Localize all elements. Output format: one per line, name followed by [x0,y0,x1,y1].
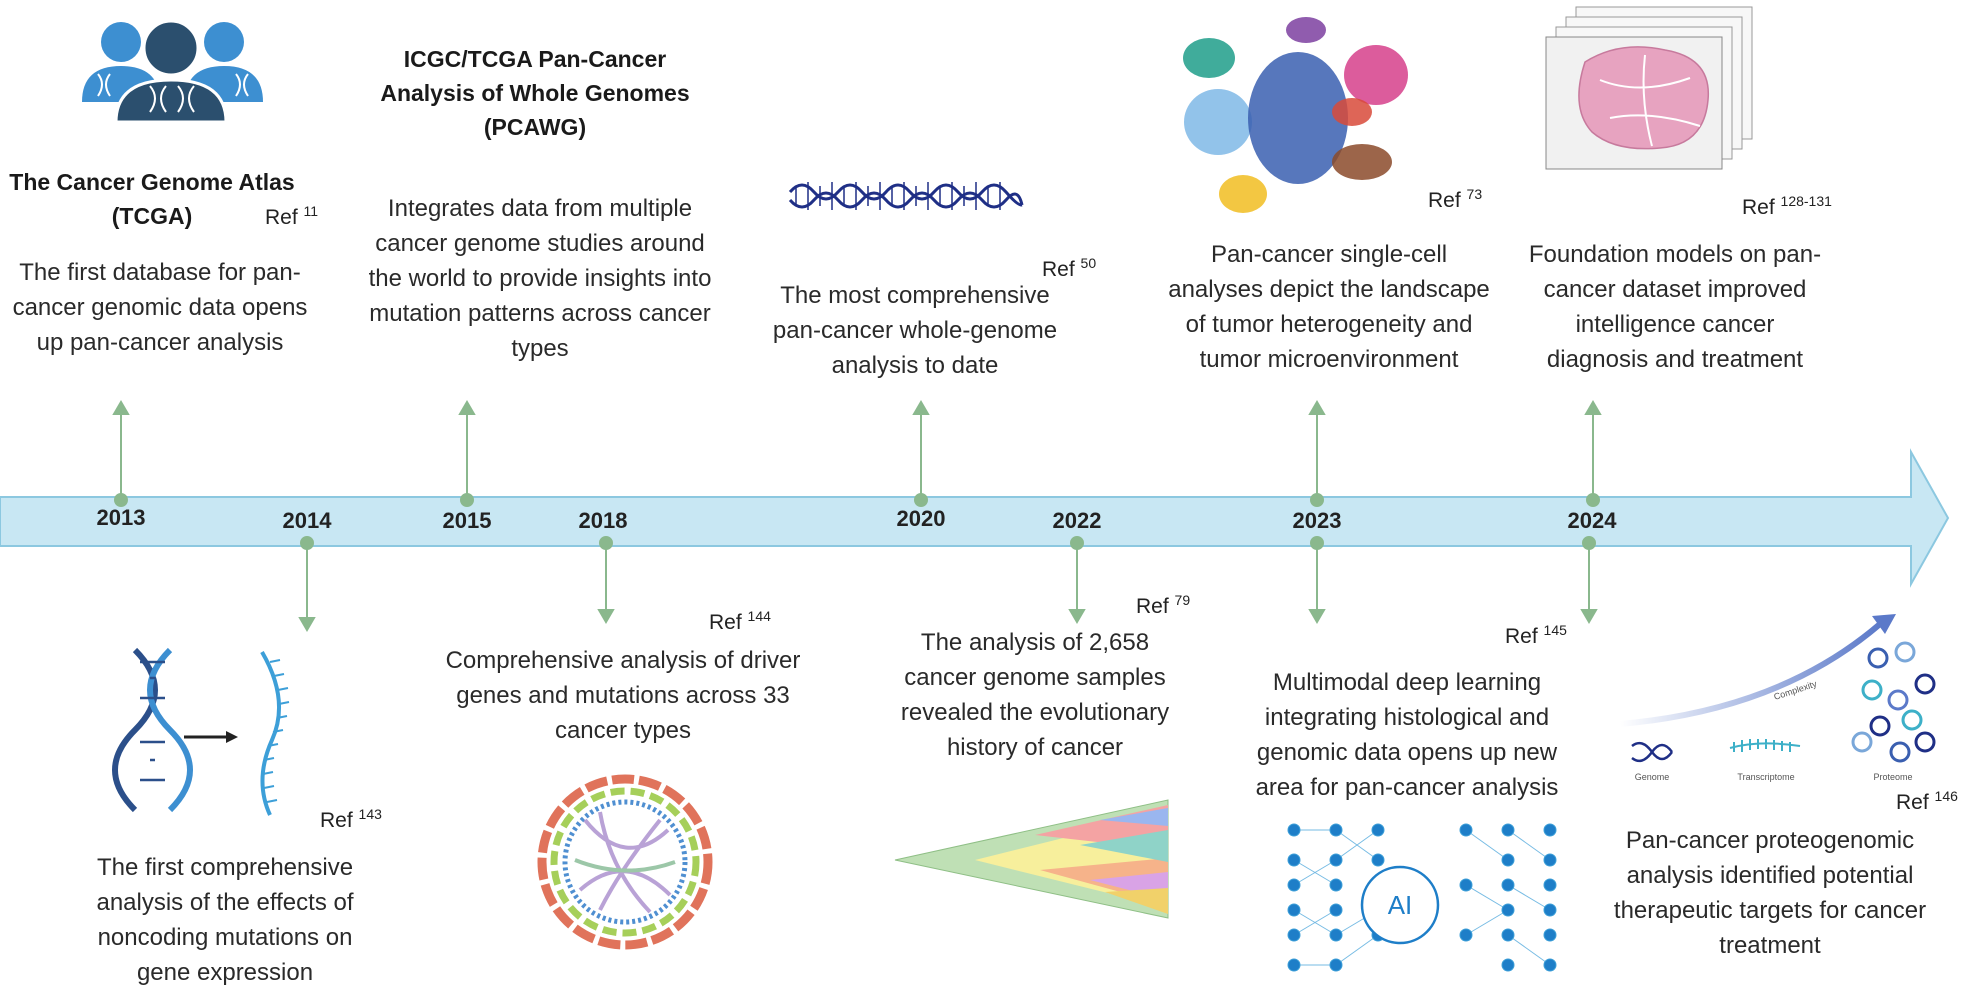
year-label: 2013 [96,505,146,530]
ref-79: Ref 79 [1136,592,1191,618]
year-label: 2022 [1052,508,1102,533]
connectors-above [112,400,1602,507]
neural-network-icon: AI [1287,823,1557,972]
evolution-fishplot [894,799,1169,919]
ref-11: Ref 11 [265,203,319,229]
ref-128-131: Ref 128-131 [1742,193,1832,219]
foundation-description: Foundation models on pan- cancer dataset… [1528,241,1822,373]
proteogenomic-complexity-figure: Complexity Genome Transcriptome Proteome [1619,614,1936,782]
ref-144: Ref 144 [709,608,771,634]
genome-icon [1631,741,1674,763]
people-icon [82,19,263,124]
year-label: 2024 [1567,508,1617,533]
ref-73: Ref 73 [1428,186,1483,212]
genome-label: Genome [1635,772,1670,782]
year-label: 2023 [1292,508,1342,533]
year-label: 2020 [896,506,946,531]
noncoding-description: The first comprehensive analysis of the … [96,854,354,986]
pcawg-description: Integrates data from multiple cancer gen… [368,195,712,362]
dna-to-rna-icon [112,647,290,816]
year-label: 2018 [578,508,628,533]
dna-helix-icon [788,182,1024,210]
single-cell-clusters [1183,17,1408,213]
proteome-label: Proteome [1873,772,1912,782]
proteogenomic-description: Pan-cancer proteogenomic analysis identi… [1613,827,1927,959]
ref-146: Ref 146 [1896,788,1958,814]
histology-slide-image [1545,6,1753,170]
ref-50: Ref 50 [1042,255,1097,281]
pcawg-title: ICGC/TCGA Pan-Cancer Analysis of Whole G… [380,46,690,140]
tcga-description: The first database for pan- cancer genom… [12,259,308,356]
transcriptome-label: Transcriptome [1737,772,1794,782]
tcga-title: The Cancer Genome Atlas (TCGA) [9,169,295,229]
year-label: 2014 [282,508,332,533]
ref-145: Ref 145 [1505,622,1567,648]
connectors-below [298,536,1598,632]
driver-description: Comprehensive analysis of driver genes a… [445,647,801,744]
wgs-description: The most comprehensive pan-cancer whole-… [772,282,1058,379]
multimodal-description: Multimodal deep learning integrating his… [1255,669,1559,801]
transcriptome-icon [1729,739,1801,752]
evolution-description: The analysis of 2,658 cancer genome samp… [900,629,1170,761]
year-label: 2015 [442,508,492,533]
singlecell-description: Pan-cancer single-cell analyses depict t… [1168,241,1490,373]
circos-plot [537,774,713,950]
nn-ai-label: AI [1388,890,1413,920]
ref-143: Ref 143 [320,806,382,832]
timeline-arrow [0,448,1950,588]
proteome-icon [1851,641,1936,763]
